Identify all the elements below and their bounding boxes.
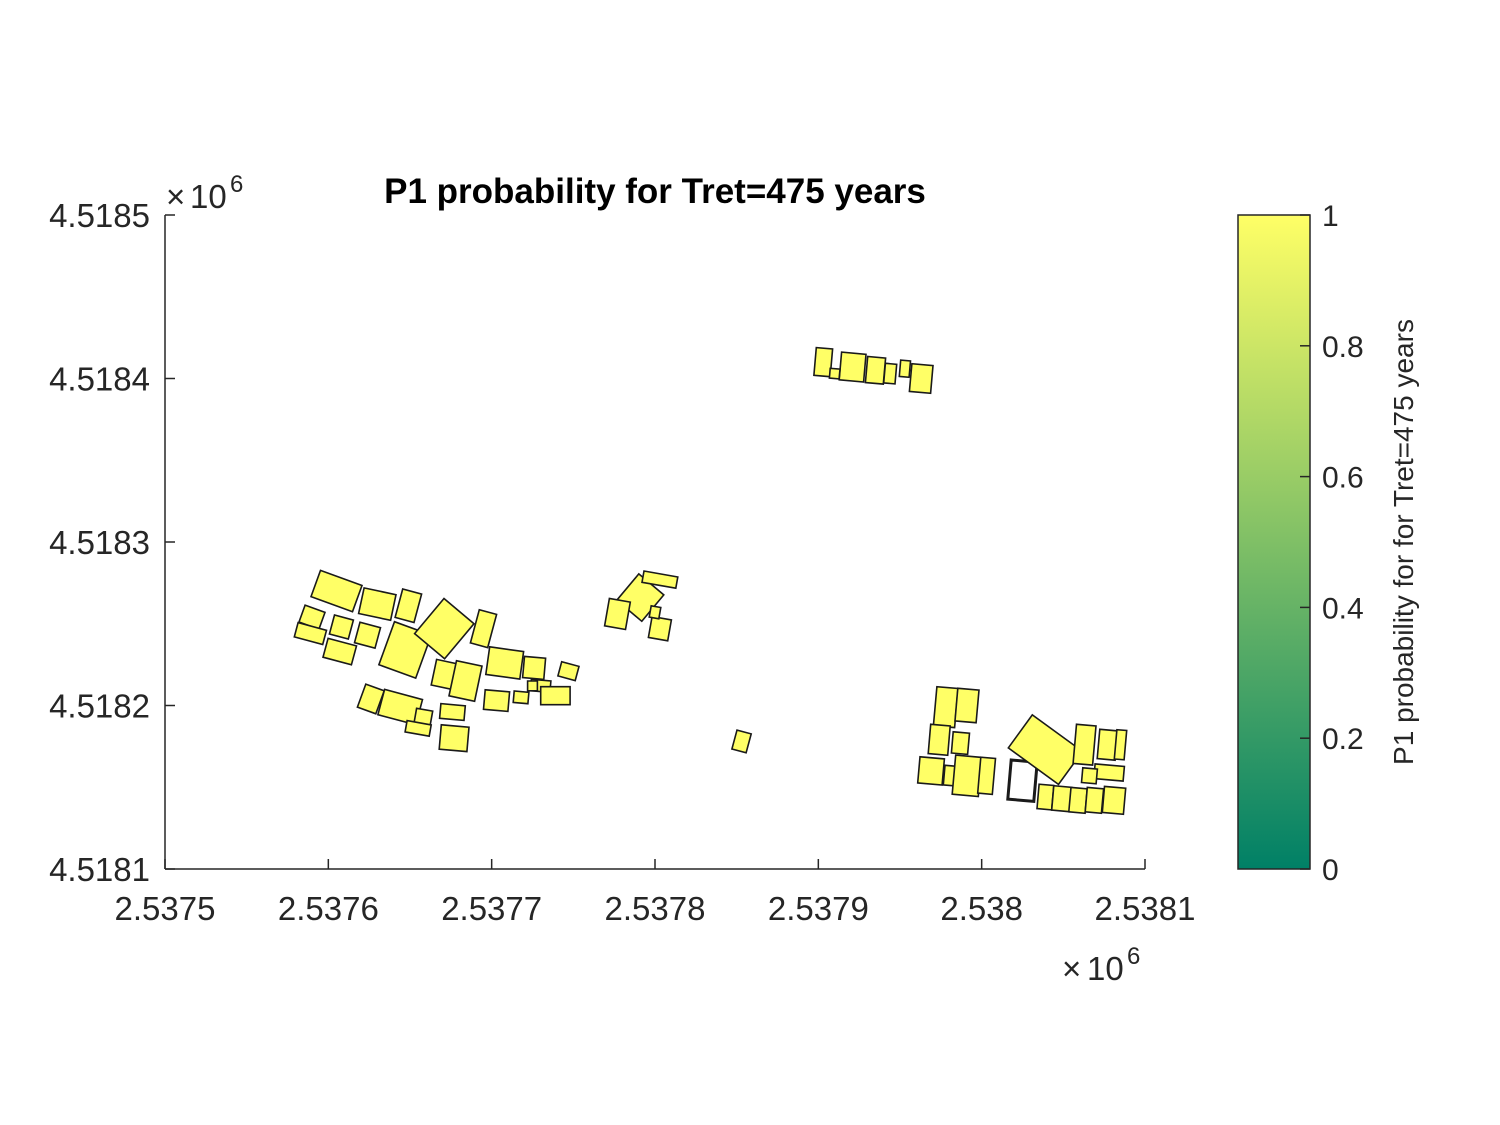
building-polygon xyxy=(482,688,511,713)
building-polygon xyxy=(1084,786,1105,815)
building-polygon xyxy=(954,687,980,724)
building-polygon xyxy=(927,723,952,757)
building-polygon xyxy=(376,688,424,726)
colorbar-tick-label: 1 xyxy=(1322,200,1339,233)
building-polygon xyxy=(1101,785,1127,816)
colorbar-tick-label: 0.2 xyxy=(1322,723,1364,756)
x-exponent-power: 6 xyxy=(1127,943,1140,970)
colorbar-label: P1 probability for for Tret=475 years xyxy=(1388,319,1419,765)
building-polygon xyxy=(898,359,912,379)
y-tick-label: 4.5185 xyxy=(49,197,150,234)
building-polygon xyxy=(328,614,355,640)
x-exponent: × 10 6 xyxy=(1062,943,1140,987)
x-exponent-times: × xyxy=(1062,950,1081,987)
y-exponent-times: × xyxy=(166,178,185,215)
building-polygon xyxy=(647,615,673,642)
building-polygon xyxy=(908,362,934,395)
colorbar-tick-label: 0.4 xyxy=(1322,592,1364,625)
building-polygon xyxy=(556,660,580,682)
x-exponent-base: 10 xyxy=(1087,950,1124,987)
axes xyxy=(164,214,1146,870)
building-polygon xyxy=(1007,713,1084,786)
building-polygon xyxy=(469,608,498,649)
x-tick-label: 2.5375 xyxy=(115,890,216,927)
colorbar: 0 0.2 0.4 0.6 0.8 1 P1 probability for for Tr… xyxy=(1237,200,1419,887)
colorbar-tick-label: 0 xyxy=(1322,854,1339,887)
x-tick-label: 2.538 xyxy=(940,890,1023,927)
building-polygon xyxy=(438,723,470,753)
building-polygon xyxy=(882,362,898,385)
colorbar-gradient xyxy=(1237,214,1311,870)
building-polygon xyxy=(828,367,841,380)
building-polygon xyxy=(1113,728,1128,761)
y-tick-label: 4.5182 xyxy=(49,688,150,725)
building-polygon xyxy=(526,680,539,692)
building-polygon xyxy=(648,604,662,620)
building-polygon xyxy=(1080,766,1099,785)
colorbar-tick-label: 0.6 xyxy=(1322,462,1364,495)
building-polygon xyxy=(394,588,423,624)
colorbar-tick-label: 0.8 xyxy=(1322,331,1364,364)
building-polygon xyxy=(448,659,483,703)
building-polygon xyxy=(1092,763,1126,782)
building-polygon xyxy=(484,645,525,681)
building-polygon xyxy=(539,685,571,706)
building-polygon xyxy=(521,655,547,681)
building-polygon xyxy=(730,729,753,754)
chart-title: P1 probability for Tret=475 years xyxy=(384,172,926,211)
building-polygon xyxy=(916,755,946,786)
x-tick-label: 2.5379 xyxy=(768,890,869,927)
building-polygon xyxy=(413,597,476,660)
building-polygon xyxy=(357,586,397,622)
building-polygon xyxy=(512,690,530,705)
y-exponent-power: 6 xyxy=(230,171,243,198)
x-tick-label: 2.5377 xyxy=(441,890,542,927)
building-polygon xyxy=(404,719,433,738)
y-tick-label: 4.5184 xyxy=(49,361,150,398)
building-polygon xyxy=(838,351,867,383)
building-polygon xyxy=(603,597,632,631)
y-tick-label: 4.5183 xyxy=(49,524,150,561)
building-polygon xyxy=(1067,786,1089,815)
x-tick-label: 2.5381 xyxy=(1095,890,1196,927)
building-polygon xyxy=(353,621,382,650)
y-tick-label: 4.5181 xyxy=(49,851,150,888)
x-tick-label: 2.5378 xyxy=(605,890,706,927)
building-polygon xyxy=(309,569,364,613)
x-tick-label: 2.5376 xyxy=(278,890,379,927)
building-polygon xyxy=(438,702,467,722)
building-polygon xyxy=(641,570,679,590)
building-polygon xyxy=(293,621,328,646)
buildings-layer xyxy=(293,346,1128,816)
y-exponent: × 10 6 xyxy=(166,171,243,215)
building-polygon xyxy=(864,355,887,385)
building-polygon xyxy=(813,346,834,378)
building-polygon xyxy=(322,637,358,666)
building-polygon xyxy=(950,730,971,756)
building-polygon xyxy=(1072,723,1097,766)
building-polygon xyxy=(976,756,997,796)
y-exponent-base: 10 xyxy=(190,178,227,215)
